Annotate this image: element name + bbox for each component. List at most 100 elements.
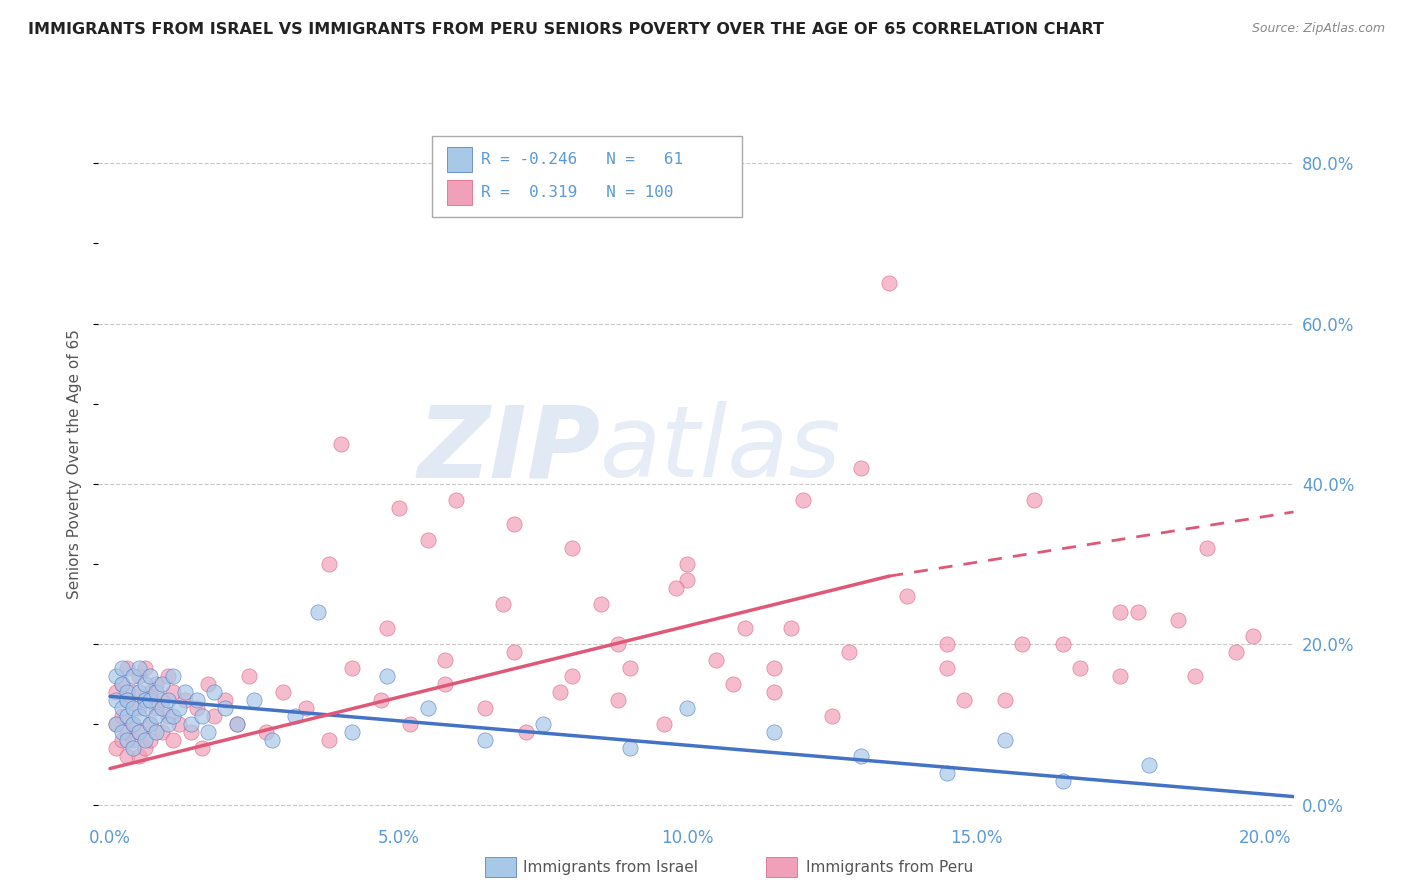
Point — [734, 621, 756, 635]
Point — [122, 701, 145, 715]
Point — [122, 733, 145, 747]
Point — [128, 685, 150, 699]
Point — [156, 669, 179, 683]
Point — [515, 725, 537, 739]
Point — [180, 717, 202, 731]
Point — [762, 725, 785, 739]
Point — [122, 685, 145, 699]
Point — [110, 701, 132, 715]
Point — [307, 605, 329, 619]
Point — [134, 741, 156, 756]
Text: IMMIGRANTS FROM ISRAEL VS IMMIGRANTS FROM PERU SENIORS POVERTY OVER THE AGE OF 6: IMMIGRANTS FROM ISRAEL VS IMMIGRANTS FRO… — [28, 22, 1104, 37]
Point — [145, 701, 167, 715]
Point — [1184, 669, 1206, 683]
Text: R =  0.319   N = 100: R = 0.319 N = 100 — [481, 186, 673, 200]
Point — [1011, 637, 1033, 651]
Point — [503, 645, 526, 659]
Point — [342, 661, 364, 675]
Point — [1022, 492, 1045, 507]
Point — [1069, 661, 1091, 675]
Point — [117, 693, 139, 707]
Point — [550, 685, 572, 699]
Point — [838, 645, 860, 659]
Point — [128, 725, 150, 739]
Point — [474, 701, 496, 715]
Point — [260, 733, 283, 747]
Point — [284, 709, 307, 723]
Point — [139, 685, 162, 699]
Point — [150, 725, 173, 739]
Point — [1167, 613, 1189, 627]
Point — [652, 717, 675, 731]
Point — [1195, 541, 1218, 555]
Point — [117, 685, 139, 699]
Point — [561, 541, 583, 555]
Point — [128, 749, 150, 764]
Point — [128, 669, 150, 683]
Point — [214, 693, 236, 707]
Point — [243, 693, 266, 707]
Point — [491, 597, 513, 611]
Text: Immigrants from Israel: Immigrants from Israel — [523, 860, 697, 874]
Point — [879, 277, 901, 291]
Point — [162, 685, 184, 699]
Point — [139, 717, 162, 731]
Point — [214, 701, 236, 715]
Point — [416, 533, 439, 547]
Point — [117, 749, 139, 764]
Point — [104, 741, 127, 756]
Point — [186, 701, 208, 715]
Point — [128, 661, 150, 675]
Point — [416, 701, 439, 715]
Point — [531, 717, 554, 731]
Point — [156, 717, 179, 731]
Point — [110, 661, 132, 675]
Point — [953, 693, 976, 707]
Point — [589, 597, 612, 611]
Point — [117, 725, 139, 739]
Point — [104, 669, 127, 683]
Point — [122, 717, 145, 731]
Point — [1109, 669, 1132, 683]
Point — [162, 709, 184, 723]
Point — [329, 437, 352, 451]
Point — [849, 749, 872, 764]
Point — [139, 693, 162, 707]
Point — [104, 717, 127, 731]
Point — [762, 661, 785, 675]
Text: Source: ZipAtlas.com: Source: ZipAtlas.com — [1251, 22, 1385, 36]
Point — [723, 677, 745, 691]
Point — [145, 677, 167, 691]
Point — [134, 677, 156, 691]
Point — [110, 733, 132, 747]
Point — [474, 733, 496, 747]
Point — [134, 661, 156, 675]
Point — [433, 653, 456, 667]
Point — [110, 725, 132, 739]
Point — [607, 693, 630, 707]
Point — [994, 733, 1017, 747]
Point — [197, 725, 219, 739]
Point — [174, 693, 197, 707]
Point — [994, 693, 1017, 707]
Point — [561, 669, 583, 683]
Point — [134, 733, 156, 747]
Point — [139, 669, 162, 683]
Point — [665, 581, 688, 595]
Point — [676, 573, 699, 587]
Point — [271, 685, 294, 699]
Point — [676, 557, 699, 571]
Point — [174, 685, 197, 699]
Point — [342, 725, 364, 739]
Point — [1052, 773, 1074, 788]
Point — [128, 701, 150, 715]
Point — [117, 693, 139, 707]
Point — [139, 733, 162, 747]
Point — [104, 717, 127, 731]
Point — [134, 693, 156, 707]
Point — [226, 717, 249, 731]
Point — [110, 709, 132, 723]
Point — [820, 709, 842, 723]
Point — [238, 669, 260, 683]
Text: atlas: atlas — [600, 401, 842, 498]
